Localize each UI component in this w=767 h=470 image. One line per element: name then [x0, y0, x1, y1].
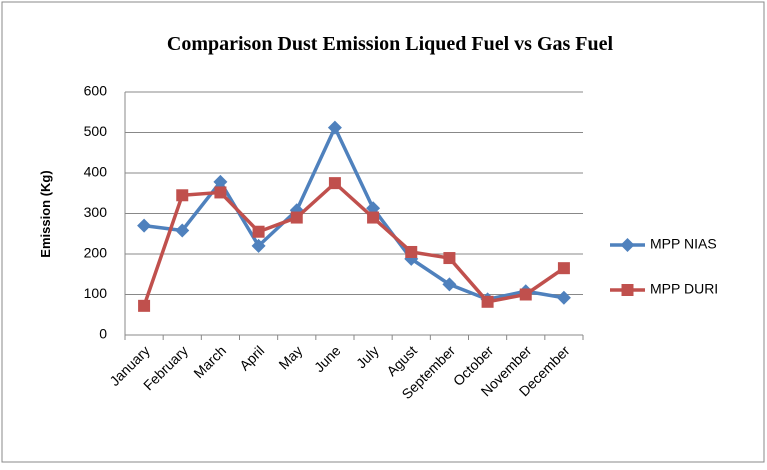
marker: [175, 223, 190, 238]
marker: [519, 288, 532, 301]
y-tick-label: 500: [84, 123, 108, 139]
y-tick-label: 100: [84, 285, 108, 301]
marker: [442, 277, 457, 292]
y-axis-label: Emission (Kg): [38, 170, 53, 257]
marker: [327, 120, 342, 135]
marker: [556, 290, 571, 305]
marker: [138, 299, 151, 312]
marker: [405, 245, 418, 258]
marker: [328, 177, 341, 190]
chart-border: [1, 1, 765, 463]
series-line: [143, 125, 565, 302]
chart-title: Comparison Dust Emission Liqued Fuel vs …: [167, 33, 614, 55]
marker: [137, 218, 152, 233]
y-tick-label: 200: [84, 245, 108, 261]
y-tick-label: 400: [84, 164, 108, 180]
marker: [481, 295, 494, 308]
y-tick-label: 600: [84, 83, 108, 99]
marker: [620, 238, 635, 252]
y-tick-label: 300: [84, 204, 108, 220]
marker: [557, 262, 570, 275]
marker: [176, 189, 189, 202]
series-line: [142, 181, 565, 307]
legend-label: MPP NIAS: [650, 236, 717, 252]
marker: [290, 211, 303, 224]
marker: [214, 186, 227, 199]
marker: [367, 211, 380, 224]
marker: [251, 238, 266, 253]
legend-label: MPP DURI: [650, 281, 718, 297]
marker: [443, 252, 456, 265]
marker: [621, 284, 634, 296]
marker: [252, 225, 265, 238]
y-tick-label: 0: [99, 326, 107, 342]
marker: [213, 174, 228, 189]
